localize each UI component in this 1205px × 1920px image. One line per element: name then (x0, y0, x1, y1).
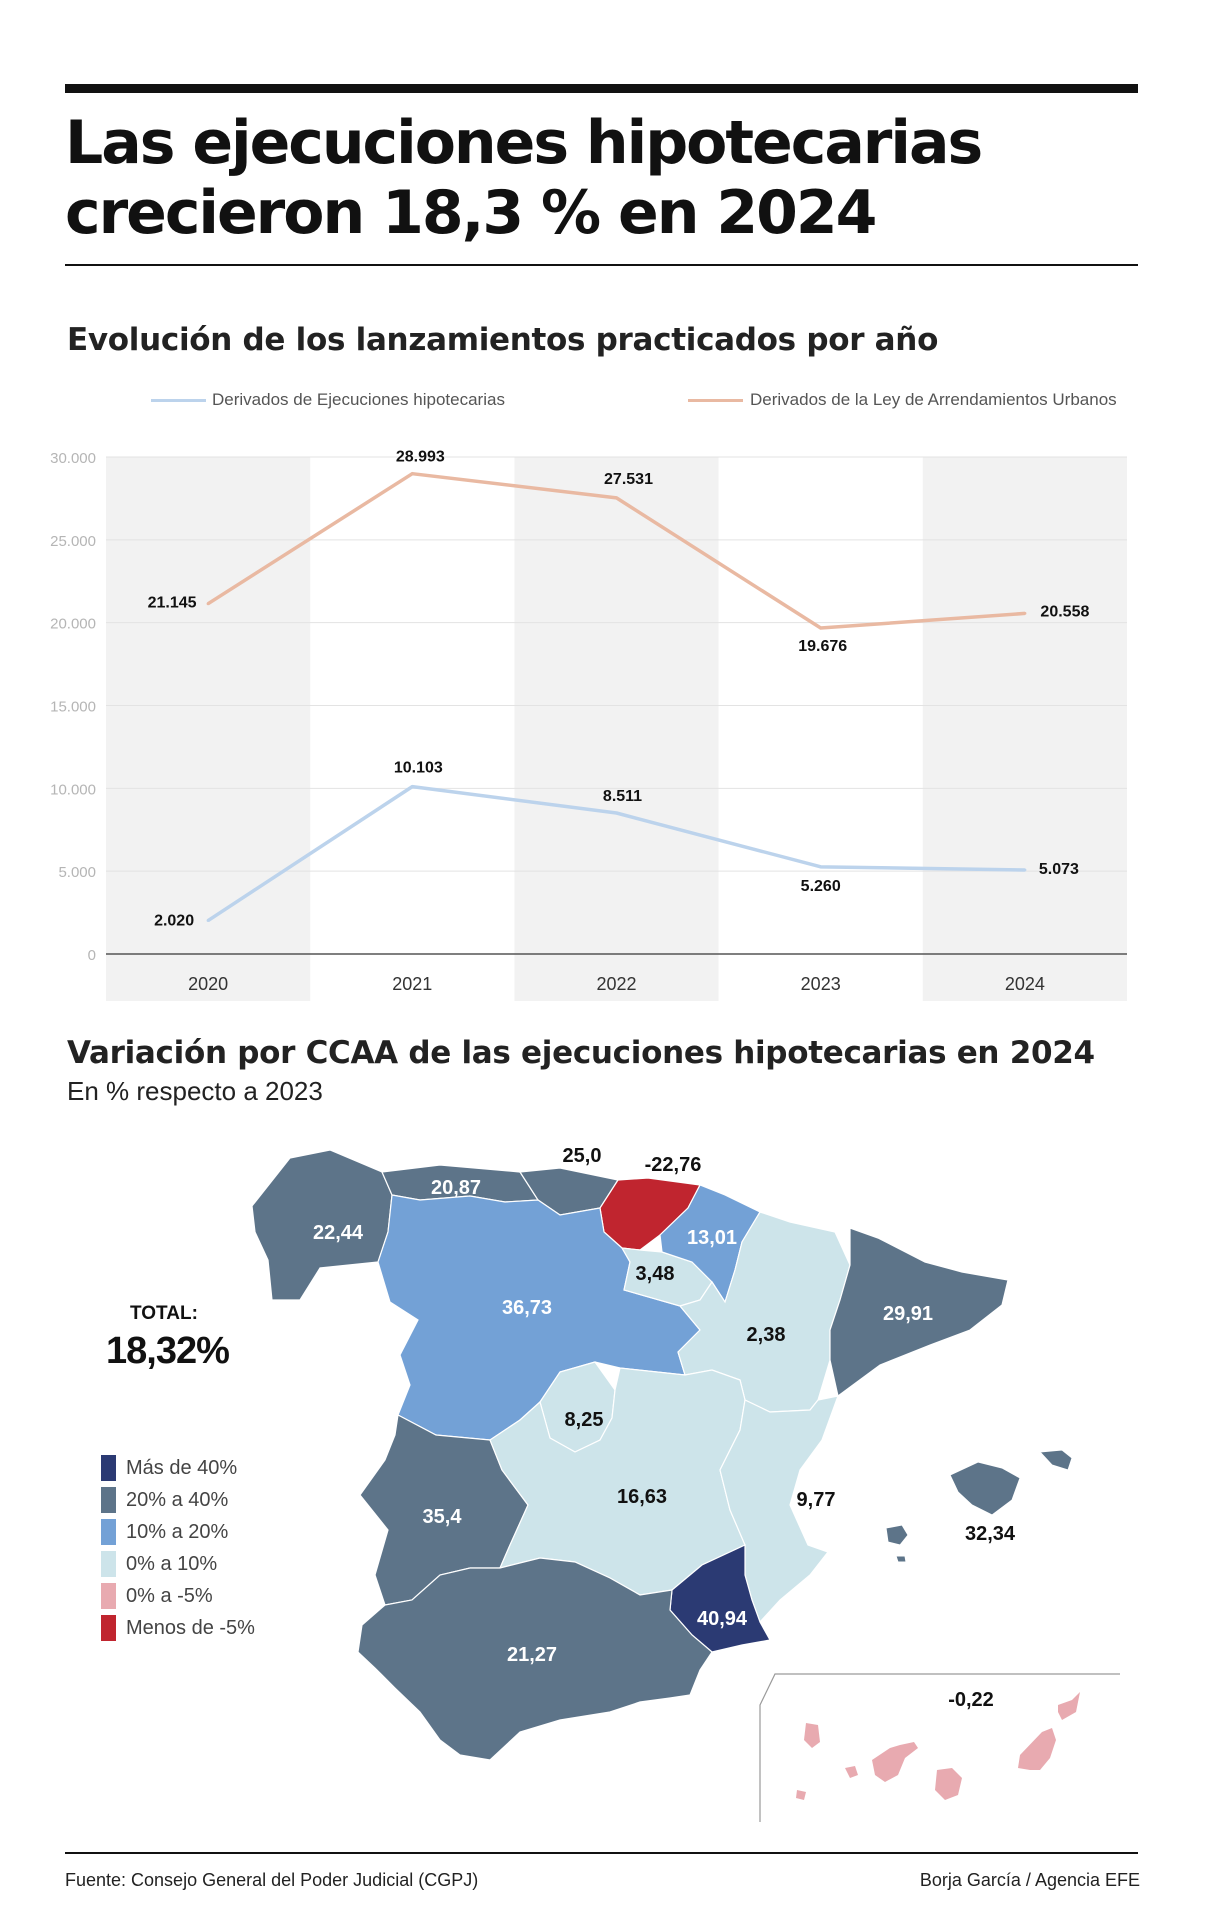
data-label: 19.676 (798, 638, 847, 655)
data-label: 21.145 (148, 595, 197, 612)
data-label: 5.260 (801, 878, 841, 895)
label-asturias: 20,87 (431, 1177, 481, 1199)
region-cataluna (829, 1227, 1009, 1398)
region-baleares (885, 1449, 1073, 1563)
title-line-1: Las ejecuciones hipotecarias (65, 108, 983, 178)
legend-item-menos-m5: Menos de -5% (101, 1615, 255, 1641)
legend-item-10-20: 10% a 20% (101, 1519, 228, 1545)
data-label: 28.993 (396, 449, 445, 466)
legend-text: Más de 40% (126, 1456, 238, 1479)
legend-swatch-arrendamientos (688, 399, 743, 402)
data-point (819, 865, 823, 869)
label-canarias: -0,22 (948, 1689, 994, 1711)
line-chart-title: Evolución de los lanzamientos practicado… (67, 322, 939, 358)
map-subtitle: En % respecto a 2023 (67, 1076, 323, 1106)
label-valenciana: 9,77 (797, 1489, 836, 1511)
legend-item-0-m5: 0% a -5% (101, 1583, 213, 1609)
label-madrid: 8,25 (565, 1409, 604, 1431)
label-extremadura: 35,4 (423, 1506, 463, 1528)
label-cantabria: 25,0 (563, 1145, 602, 1167)
legend-item-0-10: 0% a 10% (101, 1551, 217, 1577)
label-murcia: 40,94 (697, 1608, 748, 1630)
label-la-rioja: 3,48 (636, 1263, 675, 1285)
legend-text: 0% a 10% (126, 1552, 218, 1575)
region-andalucia (357, 1557, 713, 1761)
data-point (1023, 611, 1027, 615)
total-label: TOTAL: (130, 1303, 198, 1324)
data-point (206, 919, 210, 923)
label-navarra: 13,01 (687, 1227, 737, 1249)
y-tick-label: 10.000 (50, 781, 96, 798)
column-band (106, 457, 311, 1001)
data-point (410, 785, 414, 789)
y-tick-label: 0 (88, 947, 96, 964)
y-tick-label: 20.000 (50, 616, 96, 633)
data-label: 5.073 (1039, 861, 1079, 878)
legend-text: 10% a 20% (126, 1520, 229, 1543)
x-tick-label: 2020 (188, 974, 228, 994)
legend-swatch-ejecuciones (151, 399, 206, 402)
legend-item-mas-40: Más de 40% (101, 1455, 237, 1481)
title-line-2: crecieron 18,3 % en 2024 (65, 178, 877, 248)
legend-swatch (101, 1455, 116, 1481)
footer-divider (65, 1852, 1138, 1854)
map-title: Variación por CCAA de las ejecuciones hi… (67, 1035, 1095, 1071)
page-title: Las ejecuciones hipotecarias crecieron 1… (65, 108, 1145, 248)
x-tick-label: 2021 (392, 974, 432, 994)
line-chart: 0 5.000 10.000 15.000 20.000 25.000 30.000 2020… (50, 449, 1127, 1001)
y-tick-label: 30.000 (50, 450, 96, 467)
data-label: 27.531 (604, 471, 653, 488)
title-divider (65, 264, 1138, 266)
label-cataluna: 29,91 (883, 1303, 933, 1325)
spain-map: 22,44 20,87 25,0 -22,76 13,01 3,48 36,73… (251, 1145, 1120, 1822)
data-point (1023, 868, 1027, 872)
x-tick-label: 2022 (596, 974, 636, 994)
region-murcia (669, 1544, 771, 1653)
legend-text: 20% a 40% (126, 1488, 229, 1511)
data-label: 20.558 (1040, 603, 1089, 620)
label-pais-vasco: -22,76 (645, 1154, 702, 1176)
x-tick-label: 2024 (1005, 974, 1045, 994)
data-label: 10.103 (394, 760, 443, 777)
total-value: 18,32% (106, 1330, 230, 1372)
region-valenciana (719, 1395, 839, 1624)
x-tick-label: 2023 (801, 974, 841, 994)
canarias-inset-frame (759, 1673, 1120, 1822)
legend-item-20-40: 20% a 40% (101, 1487, 228, 1513)
footer-source: Fuente: Consejo General del Poder Judici… (65, 1870, 479, 1890)
data-point (819, 626, 823, 630)
legend-label-arrendamientos: Derivados de la Ley de Arrendamientos Ur… (750, 390, 1117, 409)
legend-text: Menos de -5% (126, 1616, 255, 1639)
data-point (615, 811, 618, 815)
label-andalucia: 21,27 (507, 1644, 557, 1666)
data-point (615, 496, 618, 500)
top-bar (65, 84, 1138, 93)
label-castilla-leon: 36,73 (502, 1297, 552, 1319)
data-point (410, 472, 414, 476)
region-canarias (796, 1692, 1080, 1800)
data-label: 2.020 (154, 913, 194, 930)
y-tick-label: 15.000 (50, 699, 96, 716)
label-castilla-la-mancha: 16,63 (617, 1486, 667, 1508)
legend-swatch (101, 1519, 116, 1545)
y-tick-label: 5.000 (58, 864, 96, 881)
label-galicia: 22,44 (313, 1222, 364, 1244)
data-label: 8.511 (603, 788, 642, 805)
label-aragon: 2,38 (747, 1324, 786, 1346)
legend-swatch (101, 1551, 116, 1577)
column-band (514, 457, 719, 1001)
data-point (206, 602, 210, 606)
column-band (922, 457, 1127, 1001)
legend-swatch (101, 1583, 116, 1609)
label-baleares: 32,34 (965, 1523, 1016, 1545)
footer-credit: Borja García / Agencia EFE (919, 1870, 1140, 1890)
legend-swatch (101, 1487, 116, 1513)
legend-swatch (101, 1615, 116, 1641)
legend-text: 0% a -5% (126, 1584, 213, 1607)
y-tick-label: 25.000 (50, 533, 96, 550)
legend-label-ejecuciones: Derivados de Ejecuciones hipotecarias (212, 390, 505, 409)
